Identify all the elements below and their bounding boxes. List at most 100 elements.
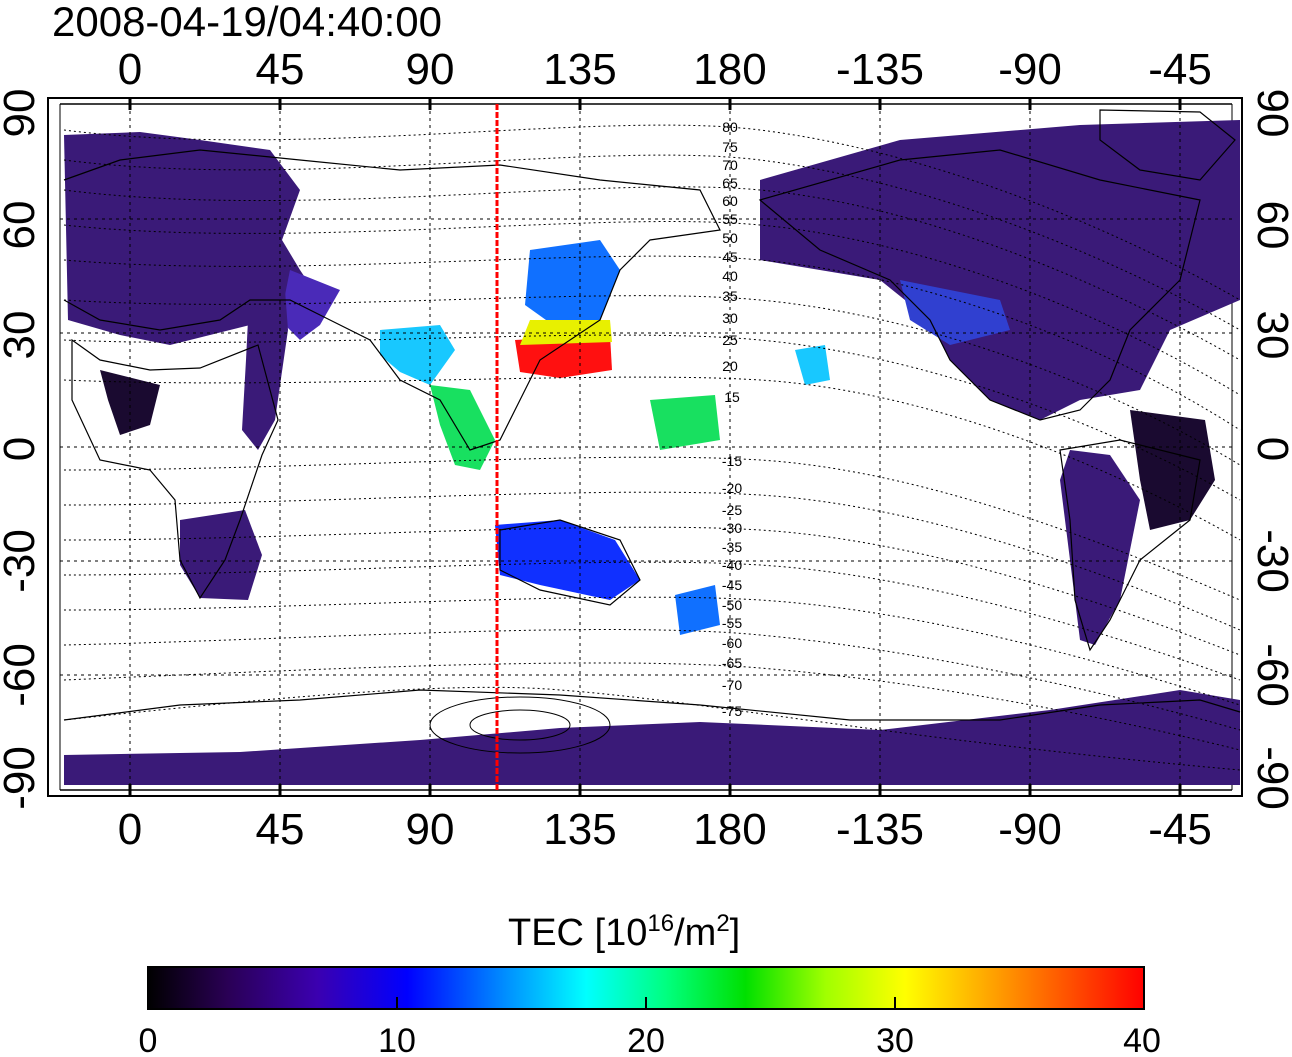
maglat-label: -40: [722, 557, 742, 573]
coastline-australia: [499, 519, 641, 606]
tec-australia-patch: [495, 520, 640, 600]
maglat-contour: [63, 491, 1241, 631]
maglat-label: -45: [722, 577, 742, 593]
right-latitude-labels: 90 60 30 0 -30 -60 -90: [1248, 89, 1292, 810]
maglat-label: 40: [722, 268, 738, 284]
colorbar-title-close: ]: [730, 912, 741, 954]
maglat-label: 60: [722, 193, 738, 209]
tec-japan-china-patch: [525, 240, 620, 330]
tec-pacific-green-patch: [650, 395, 720, 450]
left-lat-label: 90: [0, 89, 44, 138]
coastline-antarctica: [63, 689, 1241, 721]
maglat-contour: [63, 561, 1241, 681]
colorbar-tick-label: 30: [876, 1022, 914, 1057]
bottom-lon-label: 135: [543, 805, 616, 854]
top-lon-label: 0: [118, 45, 142, 94]
maglat-label: 25: [722, 332, 738, 348]
tec-seasia-patch: [430, 385, 495, 470]
maglat-label: 70: [722, 157, 738, 173]
maglat-contour: [63, 376, 1241, 541]
tec-mideast-patch: [280, 270, 340, 340]
maglat-label: -30: [722, 520, 742, 536]
maglat-label: 80: [722, 119, 738, 135]
maglat-label: -70: [722, 677, 742, 693]
coastline-greenland: [1099, 109, 1236, 181]
maglat-label: 65: [722, 175, 738, 191]
coastline-layer: [63, 109, 1241, 721]
colorbar-title-exp1: 16: [647, 910, 674, 937]
top-lon-label: 45: [256, 45, 305, 94]
right-lat-label: -30: [1248, 529, 1292, 593]
coastline-eurasia: [63, 149, 721, 451]
timestamp-title: 2008-04-19/04:40:00: [52, 0, 442, 45]
bottom-lon-label: -45: [1148, 805, 1212, 854]
tec-coverage-layer: [64, 120, 1240, 785]
maglat-label: -35: [722, 539, 742, 555]
right-lat-label: 90: [1248, 89, 1292, 138]
colorbar-title-unit: /m: [674, 912, 716, 954]
left-lat-label: -60: [0, 643, 44, 707]
maglat-contour: [63, 526, 1241, 656]
left-lat-label: 60: [0, 201, 44, 250]
maglat-contour: [63, 295, 1241, 466]
top-lon-label: -90: [998, 45, 1062, 94]
maglat-label: 50: [722, 230, 738, 246]
tec-africa-east-patch: [242, 280, 288, 450]
top-lon-label: 90: [406, 45, 455, 94]
left-lat-label: -30: [0, 529, 44, 593]
maglat-contour: [63, 124, 1241, 301]
colorbar-tick-label: 40: [1123, 1022, 1161, 1057]
right-lat-label: -60: [1248, 643, 1292, 707]
bottom-lon-label: 45: [256, 805, 305, 854]
maglat-label: -60: [722, 635, 742, 651]
magnetic-latitude-contours: [63, 124, 1241, 771]
colorbar-tick-labels: 0 10 20 30 40: [139, 1022, 1161, 1057]
colorbar-title: TEC [1016/m2]: [508, 910, 740, 954]
maglat-contour: [63, 629, 1241, 731]
maglat-contour: [63, 221, 1241, 396]
maglat-label: -25: [722, 502, 742, 518]
left-lat-label: 30: [0, 311, 44, 360]
maglat-contour: [63, 255, 1241, 431]
right-lat-label: -90: [1248, 746, 1292, 810]
bottom-lon-label: -135: [836, 805, 924, 854]
colorbar-tick-label: 20: [627, 1022, 665, 1057]
bottom-lon-label: -90: [998, 805, 1062, 854]
colorbar-title-main: TEC [10: [508, 912, 647, 954]
tec-africa-south-patch: [180, 510, 262, 600]
bottom-lon-label: 0: [118, 805, 142, 854]
coastline-north-america: [758, 149, 1201, 421]
maglat-label: -50: [722, 597, 742, 613]
right-lat-label: 60: [1248, 201, 1292, 250]
maglat-label: -75: [722, 703, 742, 719]
maglat-label: -15: [722, 453, 742, 469]
maglat-label: 35: [722, 288, 738, 304]
left-lat-label: 0: [0, 437, 44, 461]
maglat-contour: [63, 334, 1241, 501]
bottom-longitude-labels: 0 45 90 135 180 -135 -90 -45: [118, 805, 1212, 854]
maglat-label: 55: [722, 211, 738, 227]
top-lon-label: -135: [836, 45, 924, 94]
maglat-label: 75: [722, 139, 738, 155]
maglat-label: -65: [722, 655, 742, 671]
tec-usa-blue-patch: [900, 280, 1010, 345]
maglat-contour: [63, 596, 1241, 706]
right-lat-label: 30: [1248, 311, 1292, 360]
maglat-label: 15: [724, 389, 740, 405]
maglat-contour: [63, 662, 1241, 751]
maglat-label: 45: [722, 249, 738, 265]
maglat-contour: [63, 456, 1241, 601]
colorbar-tick-label: 10: [378, 1022, 416, 1057]
tec-africa-north-patch: [100, 370, 160, 435]
maglat-labels: 80 75 70 65 60 55 50 45 40 35 30 25 20 1…: [722, 119, 742, 719]
axis-ticks: [128, 98, 1182, 796]
tec-south-america-patch: [1060, 450, 1140, 645]
colorbar-tick-label: 0: [139, 1022, 158, 1057]
tec-pacific-patch: [795, 345, 830, 385]
maglat-contour: [63, 186, 1241, 361]
tec-antarctica-patch: [64, 690, 1240, 785]
tec-newzealand-patch: [675, 585, 720, 635]
tec-equatorial-anomaly-patch: [515, 335, 612, 378]
maglat-label: -55: [722, 615, 742, 631]
